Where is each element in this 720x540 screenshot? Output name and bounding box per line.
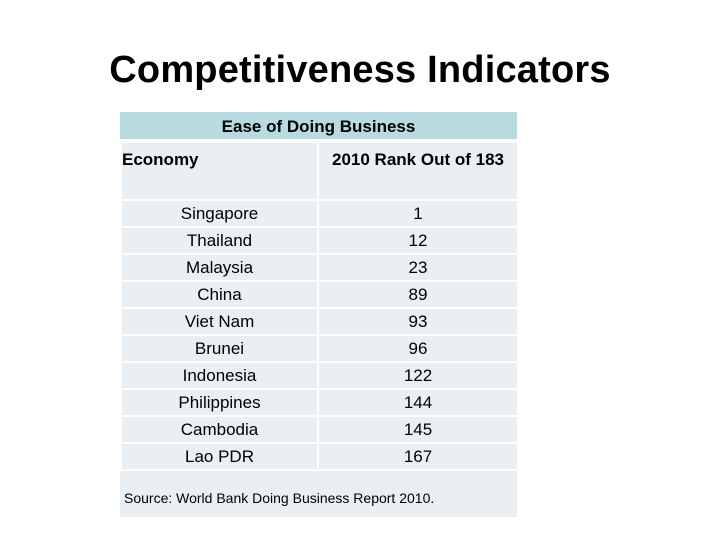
table-caption: Ease of Doing Business — [120, 112, 517, 141]
table-header-row: Economy 2010 Rank Out of 183 — [120, 141, 519, 201]
economy-cell: Thailand — [120, 226, 319, 255]
table-row: Singapore 1 — [120, 199, 519, 228]
rank-cell: 1 — [317, 199, 519, 228]
rank-cell: 122 — [317, 361, 519, 390]
table-row: Philippines 144 — [120, 388, 519, 417]
rank-table: Economy 2010 Rank Out of 183 Singapore 1… — [120, 141, 519, 471]
table-row: Brunei 96 — [120, 334, 519, 363]
table-row: Indonesia 122 — [120, 361, 519, 390]
rank-cell: 145 — [317, 415, 519, 444]
header-rank: 2010 Rank Out of 183 — [317, 141, 519, 201]
economy-cell: Singapore — [120, 199, 319, 228]
rank-cell: 93 — [317, 307, 519, 336]
economy-cell: Viet Nam — [120, 307, 319, 336]
economy-cell: Lao PDR — [120, 442, 319, 471]
rank-cell: 12 — [317, 226, 519, 255]
rank-cell: 167 — [317, 442, 519, 471]
ease-of-doing-business-table: Ease of Doing Business Economy 2010 Rank… — [120, 112, 519, 517]
rank-cell: 144 — [317, 388, 519, 417]
economy-cell: Philippines — [120, 388, 319, 417]
table-row: Cambodia 145 — [120, 415, 519, 444]
table-row: Viet Nam 93 — [120, 307, 519, 336]
header-economy: Economy — [120, 141, 319, 201]
economy-cell: Cambodia — [120, 415, 319, 444]
economy-cell: China — [120, 280, 319, 309]
economy-cell: Brunei — [120, 334, 319, 363]
table-row: China 89 — [120, 280, 519, 309]
table-row: Malaysia 23 — [120, 253, 519, 282]
source-note: Source: World Bank Doing Business Report… — [124, 490, 435, 506]
table-row: Lao PDR 167 — [120, 442, 519, 471]
rank-cell: 23 — [317, 253, 519, 282]
table-row: Thailand 12 — [120, 226, 519, 255]
rank-cell: 89 — [317, 280, 519, 309]
slide-title: Competitiveness Indicators — [109, 49, 611, 91]
rank-cell: 96 — [317, 334, 519, 363]
economy-cell: Malaysia — [120, 253, 319, 282]
economy-cell: Indonesia — [120, 361, 319, 390]
